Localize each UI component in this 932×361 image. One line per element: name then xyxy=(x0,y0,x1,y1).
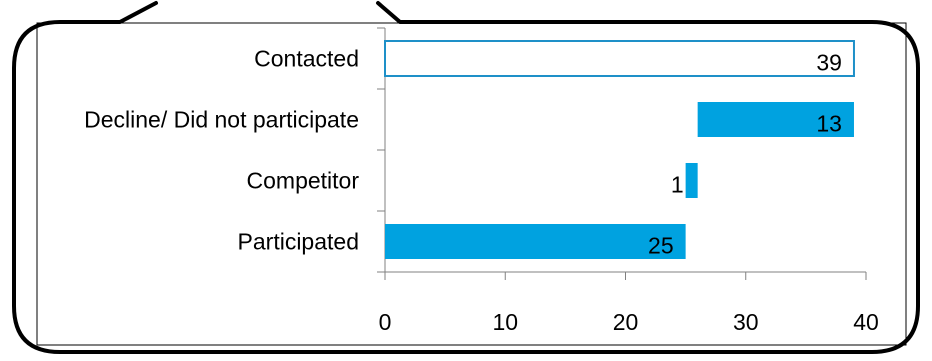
x-tick-label: 20 xyxy=(613,309,639,335)
x-tick-label: 30 xyxy=(733,309,759,335)
bars xyxy=(384,40,855,259)
bar xyxy=(385,224,686,259)
data-label: 39 xyxy=(816,50,842,76)
bar xyxy=(685,163,698,198)
data-label: 25 xyxy=(648,233,674,259)
x-tick-label: 40 xyxy=(853,309,879,335)
bar xyxy=(384,40,855,77)
x-tick-label: 0 xyxy=(379,309,392,335)
data-label: 1 xyxy=(671,172,684,198)
callout-border xyxy=(12,1,920,354)
category-label: Decline/ Did not participate xyxy=(84,107,359,133)
plot-area-border xyxy=(36,22,907,346)
category-label: Competitor xyxy=(247,168,360,194)
category-label: Contacted xyxy=(254,46,359,72)
bar xyxy=(697,102,854,137)
x-tick-label: 10 xyxy=(492,309,518,335)
labels: 0 10 20 30 40 Contacted 39 Decline/ Did not par… xyxy=(84,46,879,336)
data-label: 13 xyxy=(816,111,842,137)
category-label: Participated xyxy=(238,229,359,255)
